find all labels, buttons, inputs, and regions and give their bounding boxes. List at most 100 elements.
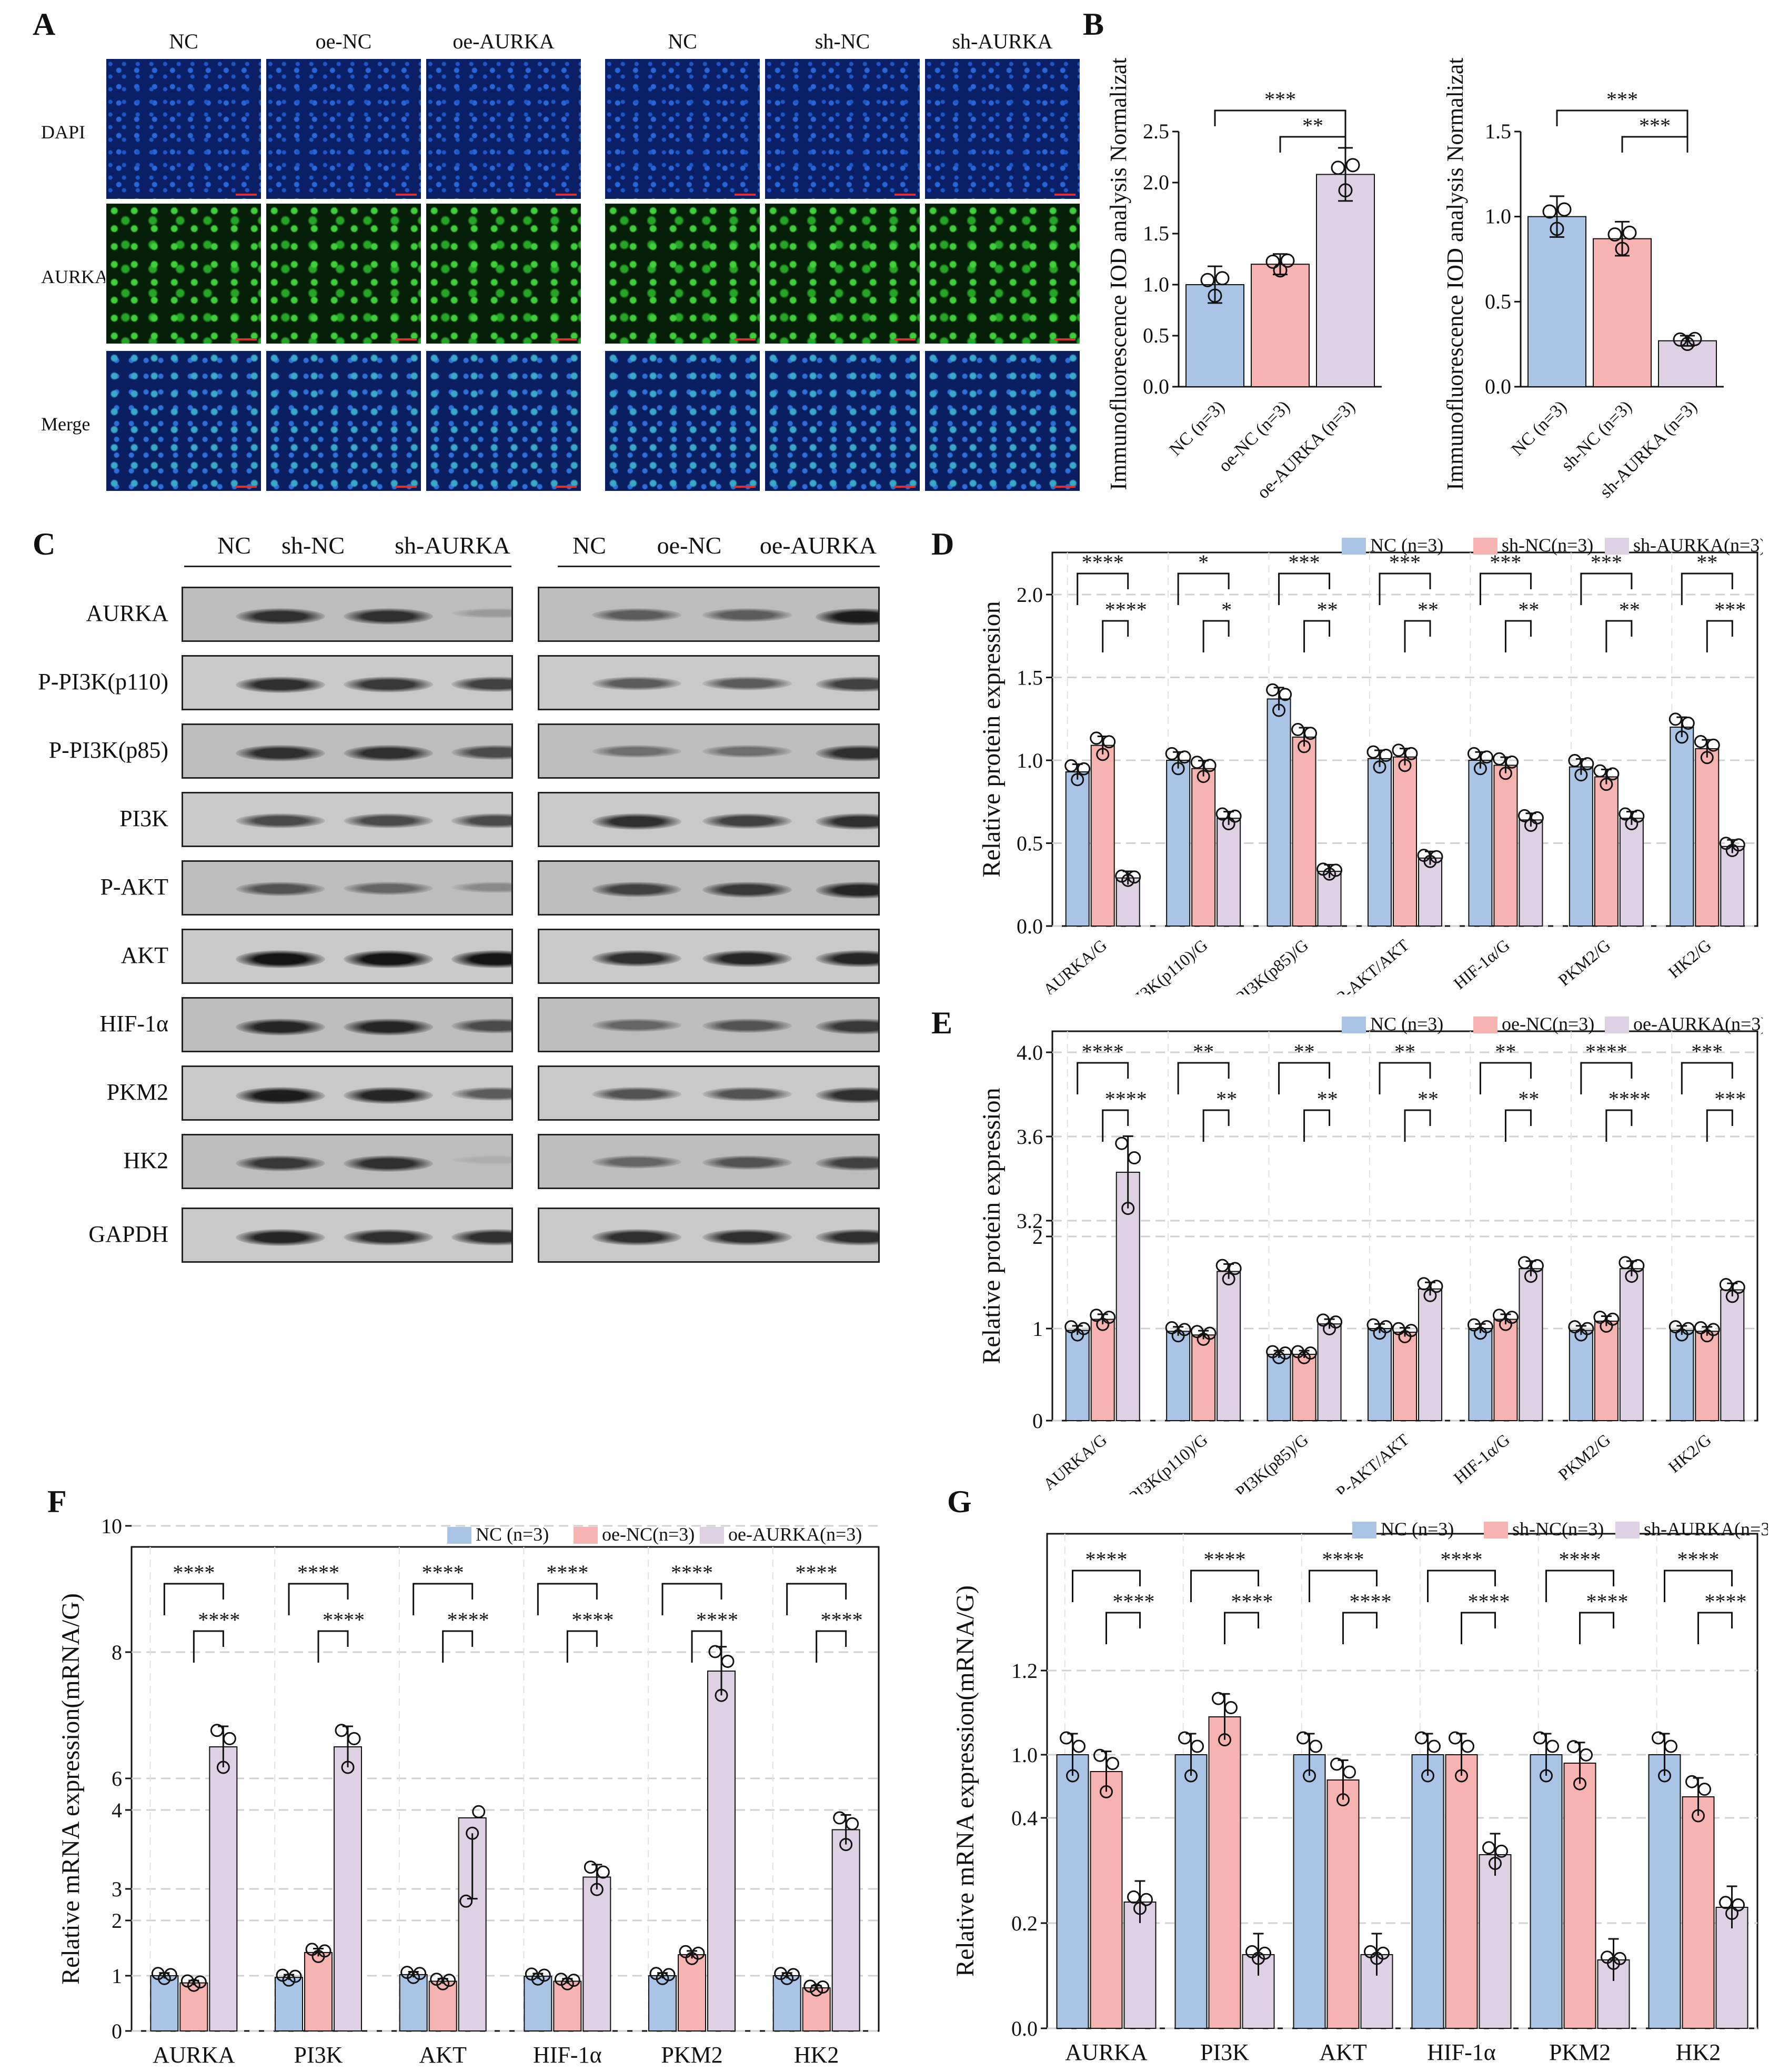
data-point <box>1664 1739 1677 1753</box>
sig-bracket <box>1404 1109 1431 1142</box>
sig-stars: **** <box>821 1608 863 1632</box>
data-point <box>1573 1777 1586 1791</box>
data-point <box>1376 1946 1390 1960</box>
micro-col-header: oe-AURKA <box>453 29 555 53</box>
y-tick-label: 0.0 <box>1485 375 1511 398</box>
bar <box>304 1952 333 2032</box>
micrograph-image <box>425 58 582 200</box>
sig-stars: **** <box>297 1561 339 1584</box>
data-point <box>1345 158 1360 173</box>
scale-bar <box>396 194 417 196</box>
blot-band <box>451 813 511 828</box>
blot-strip <box>538 1134 880 1189</box>
legend-label: NC (n=3) <box>1370 1013 1443 1034</box>
x-category-label: PKM2 <box>1549 2039 1611 2065</box>
sig-bracket <box>1102 1109 1129 1142</box>
data-point <box>1102 735 1116 749</box>
bar <box>1317 1323 1342 1421</box>
data-point <box>1495 1844 1508 1858</box>
bar <box>1593 238 1652 387</box>
blot-strip <box>538 655 880 710</box>
y-tick-label: 0.5 <box>1143 324 1169 347</box>
data-point <box>341 1761 355 1774</box>
micrograph-image <box>425 350 582 492</box>
sig-stars: **** <box>1113 1590 1155 1613</box>
data-point <box>1421 1769 1434 1783</box>
micrograph-image <box>924 350 1081 492</box>
chart-b-oe: 0.00.51.01.52.02.5NC (n=3)oe-NC (n=3)oe-… <box>1105 58 1382 502</box>
blot-band <box>344 677 433 692</box>
legend-swatch <box>1473 1017 1497 1033</box>
data-point <box>1574 768 1588 782</box>
blot-band <box>592 608 681 622</box>
scale-bar <box>236 486 257 488</box>
blot-band <box>592 677 681 690</box>
chart-f: 0 1 2 3 4 6 8 10 **** **** AURKA **** **** PI3K **** **… <box>57 1515 880 2068</box>
sig-stars: *** <box>1389 550 1421 574</box>
legend-swatch <box>700 1527 724 1544</box>
data-point <box>1546 1739 1559 1753</box>
sig-stars: *** <box>1264 87 1296 111</box>
y-tick-label: 2 <box>1032 1225 1043 1249</box>
sig-bracket <box>413 1583 474 1615</box>
micro-row-label: AURKA <box>41 266 109 287</box>
blot-band <box>816 950 878 967</box>
legend-label: sh-AURKA(n=3) <box>1633 535 1763 556</box>
blot-strip <box>538 1065 880 1121</box>
blot-band <box>816 1155 878 1171</box>
sig-stars: **** <box>1441 1547 1483 1571</box>
data-point <box>1631 809 1645 823</box>
scale-bar <box>1054 194 1076 196</box>
blot-band <box>344 745 433 761</box>
bar <box>1619 818 1644 927</box>
sig-stars: ** <box>1418 598 1439 621</box>
sig-stars: *** <box>1606 87 1638 111</box>
sig-bracket <box>1580 1062 1633 1094</box>
sig-bracket <box>1177 1062 1230 1094</box>
header-rule <box>558 566 880 567</box>
scale-bar <box>894 486 916 488</box>
sig-bracket <box>1479 572 1532 605</box>
x-category-label: AKT <box>1319 2039 1367 2065</box>
data-point <box>466 1826 479 1840</box>
y-tick-label: 10 <box>101 1515 122 1538</box>
data-point <box>1077 1322 1091 1335</box>
sig-stars: **** <box>1231 1590 1273 1613</box>
sig-bracket <box>1303 620 1331 652</box>
y-tick-label: 6 <box>112 1767 122 1791</box>
sig-stars: **** <box>1085 1547 1128 1571</box>
legend-swatch <box>1615 1522 1640 1538</box>
y-axis-label: Relative mRNA expression(mRNA/G) <box>57 1593 85 1985</box>
bar <box>1267 1354 1291 1421</box>
data-point <box>1379 1320 1393 1333</box>
blot-lane-header: sh-NC <box>281 532 345 559</box>
data-point <box>1455 1769 1468 1783</box>
bar <box>1292 1354 1316 1421</box>
blot-band <box>451 1229 511 1245</box>
micrograph-image <box>105 350 262 492</box>
blot-band <box>816 677 878 692</box>
x-category-label: AURKA <box>1065 2039 1148 2065</box>
blot-band <box>451 677 511 692</box>
data-point <box>1309 1739 1322 1753</box>
sig-bracket <box>1605 1109 1633 1142</box>
bar <box>1619 1268 1644 1421</box>
x-category-label: NC (n=3) <box>1507 397 1570 459</box>
panel-label-d: D <box>931 527 954 561</box>
data-point <box>715 1688 728 1702</box>
y-tick-label: 2.5 <box>1143 119 1169 143</box>
y-tick-label: 1.0 <box>1143 273 1169 296</box>
data-point <box>590 1883 604 1896</box>
y-tick-label: 1.5 <box>1017 666 1043 690</box>
data-point <box>1266 683 1280 697</box>
data-point <box>1096 748 1110 761</box>
y-tick-label: 0.5 <box>1017 832 1043 856</box>
bar <box>1090 1319 1115 1421</box>
blot-protein-label: P-AKT <box>100 874 168 900</box>
data-point <box>472 1805 486 1818</box>
y-axis-label: Relative protein expression <box>978 1088 1006 1364</box>
data-point <box>1680 337 1695 351</box>
sig-bracket <box>1278 572 1331 605</box>
sig-bracket <box>1202 1109 1230 1142</box>
data-point <box>567 1974 580 1987</box>
